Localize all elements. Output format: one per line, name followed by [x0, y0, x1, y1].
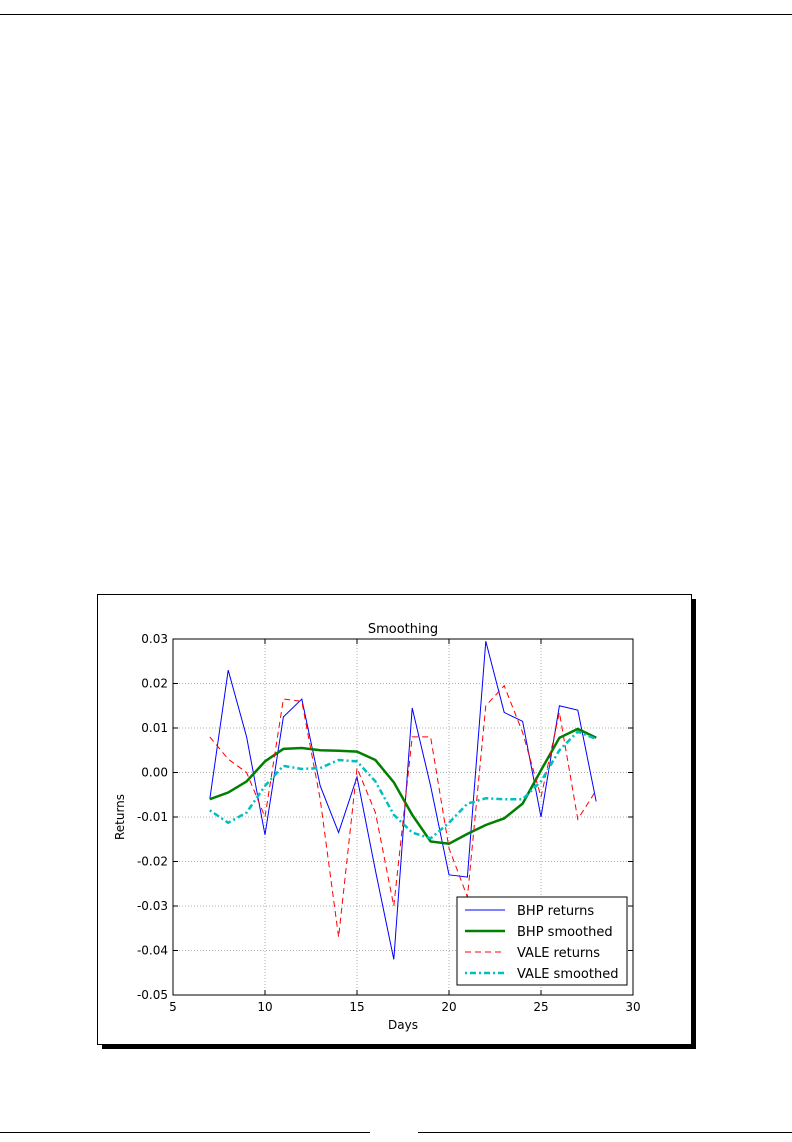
y-tick-label: 0.03	[141, 632, 168, 646]
y-axis-label: Returns	[113, 794, 127, 840]
legend-label: VALE returns	[517, 946, 600, 961]
y-tick-label: -0.03	[137, 899, 168, 913]
legend-box	[456, 896, 628, 986]
legend-label: VALE smoothed	[517, 967, 618, 982]
chart-title: Smoothing	[368, 622, 438, 637]
y-tick-label: 0.02	[141, 677, 168, 691]
y-tick-label: -0.04	[137, 944, 168, 958]
series-line	[209, 684, 597, 938]
x-tick-label: 25	[533, 1000, 548, 1014]
y-tick-label: 0.01	[141, 721, 168, 735]
x-tick-label: 15	[349, 1000, 364, 1014]
plot-frame	[172, 638, 634, 996]
y-tick-label: -0.05	[137, 988, 168, 1002]
x-tick-label: 5	[169, 1000, 177, 1014]
y-tick-label: -0.01	[137, 810, 168, 824]
x-tick-label: 10	[257, 1000, 272, 1014]
y-tick-label: 0.00	[141, 766, 168, 780]
legend-label: BHP returns	[517, 904, 594, 919]
x-tick-label: 30	[625, 1000, 640, 1014]
y-tick-label: -0.02	[137, 855, 168, 869]
x-axis-label: Days	[388, 1018, 418, 1032]
series-line	[209, 730, 597, 840]
x-tick-label: 20	[441, 1000, 456, 1014]
legend-label: BHP smoothed	[517, 925, 613, 940]
